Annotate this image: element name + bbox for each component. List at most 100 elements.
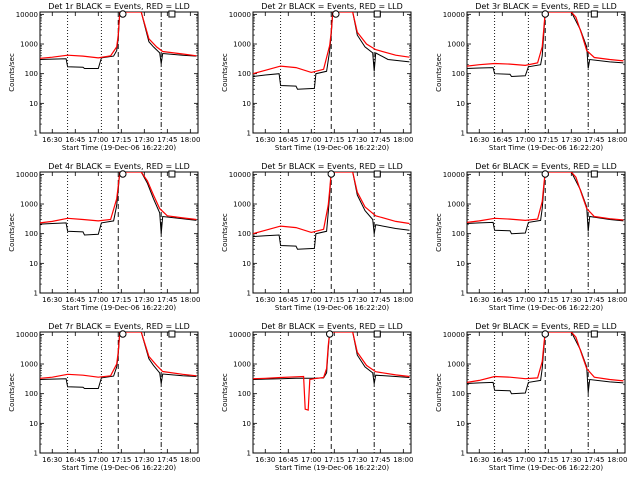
panel-title: Det 4r BLACK = Events, RED = LLD [48, 162, 190, 171]
panel-title: Det 2r BLACK = Events, RED = LLD [261, 2, 403, 11]
marker-circle [119, 10, 127, 18]
x-tick-label: 18:00 [607, 296, 627, 304]
y-tick-label: 10000 [16, 171, 38, 179]
marker-square [168, 170, 176, 178]
x-tick-label: 17:45 [584, 296, 604, 304]
marker-circle [541, 10, 549, 18]
y-tick-label: 1 [461, 130, 465, 138]
y-axis-label: Counts/sec [8, 213, 16, 252]
x-tick-label: 16:30 [469, 296, 489, 304]
panel-det-9: Det 9r BLACK = Events, RED = LLD 1 10 100 10… [435, 322, 627, 472]
y-tick-label: 100 [238, 70, 251, 78]
x-tick-label: 17:15 [324, 296, 344, 304]
marker-square [590, 330, 598, 338]
y-tick-label: 10 [29, 260, 38, 268]
plot-frame [39, 331, 199, 454]
y-tick-label: 10000 [443, 11, 465, 19]
x-tick-label: 16:30 [255, 136, 275, 144]
series-line-events [253, 172, 410, 250]
x-tick-label: 17:15 [111, 296, 131, 304]
y-tick-label: 10 [456, 420, 465, 428]
x-axis-label: Start Time (19-Dec-06 16:22:20) [275, 144, 389, 152]
x-tick-label: 16:45 [492, 136, 512, 144]
panel-title: Det 3r BLACK = Events, RED = LLD [475, 2, 617, 11]
series-line-lld [40, 332, 197, 379]
x-tick-label: 17:45 [370, 456, 390, 464]
marker-square [373, 330, 381, 338]
x-tick-label: 18:00 [607, 456, 627, 464]
marker-square [168, 330, 176, 338]
x-tick-label: 18:00 [180, 136, 200, 144]
panel-det-5: Det 5r BLACK = Events, RED = LLD 1 10 100 10… [221, 162, 413, 312]
x-tick-label: 18:00 [607, 136, 627, 144]
x-tick-label: 17:15 [324, 136, 344, 144]
y-tick-label: 10 [29, 100, 38, 108]
series-line-events [467, 332, 624, 395]
y-tick-label: 100 [238, 390, 251, 398]
y-tick-label: 10 [29, 420, 38, 428]
y-tick-label: 100 [25, 70, 38, 78]
x-tick-label: 17:30 [134, 296, 154, 304]
series-line-lld [467, 172, 624, 223]
x-tick-label: 17:30 [347, 456, 367, 464]
series-line-lld [467, 12, 624, 67]
x-axis-label: Start Time (19-Dec-06 16:22:20) [62, 144, 176, 152]
y-tick-label: 10000 [229, 171, 251, 179]
x-tick-label: 17:00 [515, 136, 535, 144]
y-tick-label: 1 [461, 290, 465, 298]
marker-square [590, 170, 598, 178]
y-tick-label: 10000 [229, 331, 251, 339]
plot-frame [252, 171, 412, 294]
y-tick-label: 10 [456, 260, 465, 268]
x-tick-label: 17:00 [301, 456, 321, 464]
x-tick-label: 17:45 [584, 456, 604, 464]
series-line-lld [253, 332, 410, 411]
x-tick-label: 17:30 [134, 456, 154, 464]
x-tick-label: 16:45 [278, 136, 298, 144]
plot-frame [466, 331, 626, 454]
x-tick-label: 17:45 [157, 136, 177, 144]
y-axis-label: Counts/sec [8, 373, 16, 412]
y-tick-label: 100 [25, 230, 38, 238]
marker-square [590, 10, 598, 18]
x-tick-label: 17:15 [324, 456, 344, 464]
marker-circle [325, 330, 334, 338]
panel-title: Det 8r BLACK = Events, RED = LLD [261, 322, 403, 331]
x-tick-label: 17:15 [538, 456, 558, 464]
y-tick-label: 1000 [233, 201, 251, 209]
y-tick-label: 1 [34, 130, 38, 138]
x-tick-label: 17:30 [347, 296, 367, 304]
x-tick-label: 16:45 [65, 456, 85, 464]
x-tick-label: 18:00 [393, 456, 413, 464]
y-tick-label: 1000 [20, 201, 38, 209]
x-tick-label: 17:30 [347, 136, 367, 144]
x-axis-label: Start Time (19-Dec-06 16:22:20) [489, 304, 603, 312]
x-tick-label: 18:00 [180, 456, 200, 464]
x-tick-label: 17:00 [88, 456, 108, 464]
y-tick-label: 1000 [233, 41, 251, 49]
y-tick-label: 1 [247, 290, 251, 298]
x-axis-label: Start Time (19-Dec-06 16:22:20) [275, 464, 389, 472]
y-tick-label: 1 [34, 290, 38, 298]
x-tick-label: 17:45 [157, 456, 177, 464]
y-tick-label: 10000 [443, 331, 465, 339]
marker-circle [541, 330, 549, 338]
panel-det-2: Det 2r BLACK = Events, RED = LLD 1 10 100 10… [221, 2, 413, 152]
panel-det-8: Det 8r BLACK = Events, RED = LLD 1 10 100 10… [221, 322, 413, 472]
x-tick-label: 16:30 [469, 456, 489, 464]
x-tick-label: 18:00 [180, 296, 200, 304]
x-tick-label: 17:45 [370, 296, 390, 304]
panel-det-3: Det 3r BLACK = Events, RED = LLD 1 10 100 10… [435, 2, 627, 152]
y-tick-label: 10 [242, 420, 251, 428]
y-tick-label: 10000 [16, 331, 38, 339]
x-axis-label: Start Time (19-Dec-06 16:22:20) [275, 304, 389, 312]
x-tick-label: 17:45 [584, 136, 604, 144]
y-tick-label: 10 [242, 100, 251, 108]
x-tick-label: 18:00 [393, 296, 413, 304]
y-tick-label: 1000 [20, 41, 38, 49]
x-tick-label: 16:30 [255, 456, 275, 464]
y-tick-label: 100 [452, 70, 465, 78]
panel-title: Det 7r BLACK = Events, RED = LLD [48, 322, 190, 331]
x-tick-label: 17:30 [561, 456, 581, 464]
y-axis-label: Counts/sec [221, 213, 229, 252]
